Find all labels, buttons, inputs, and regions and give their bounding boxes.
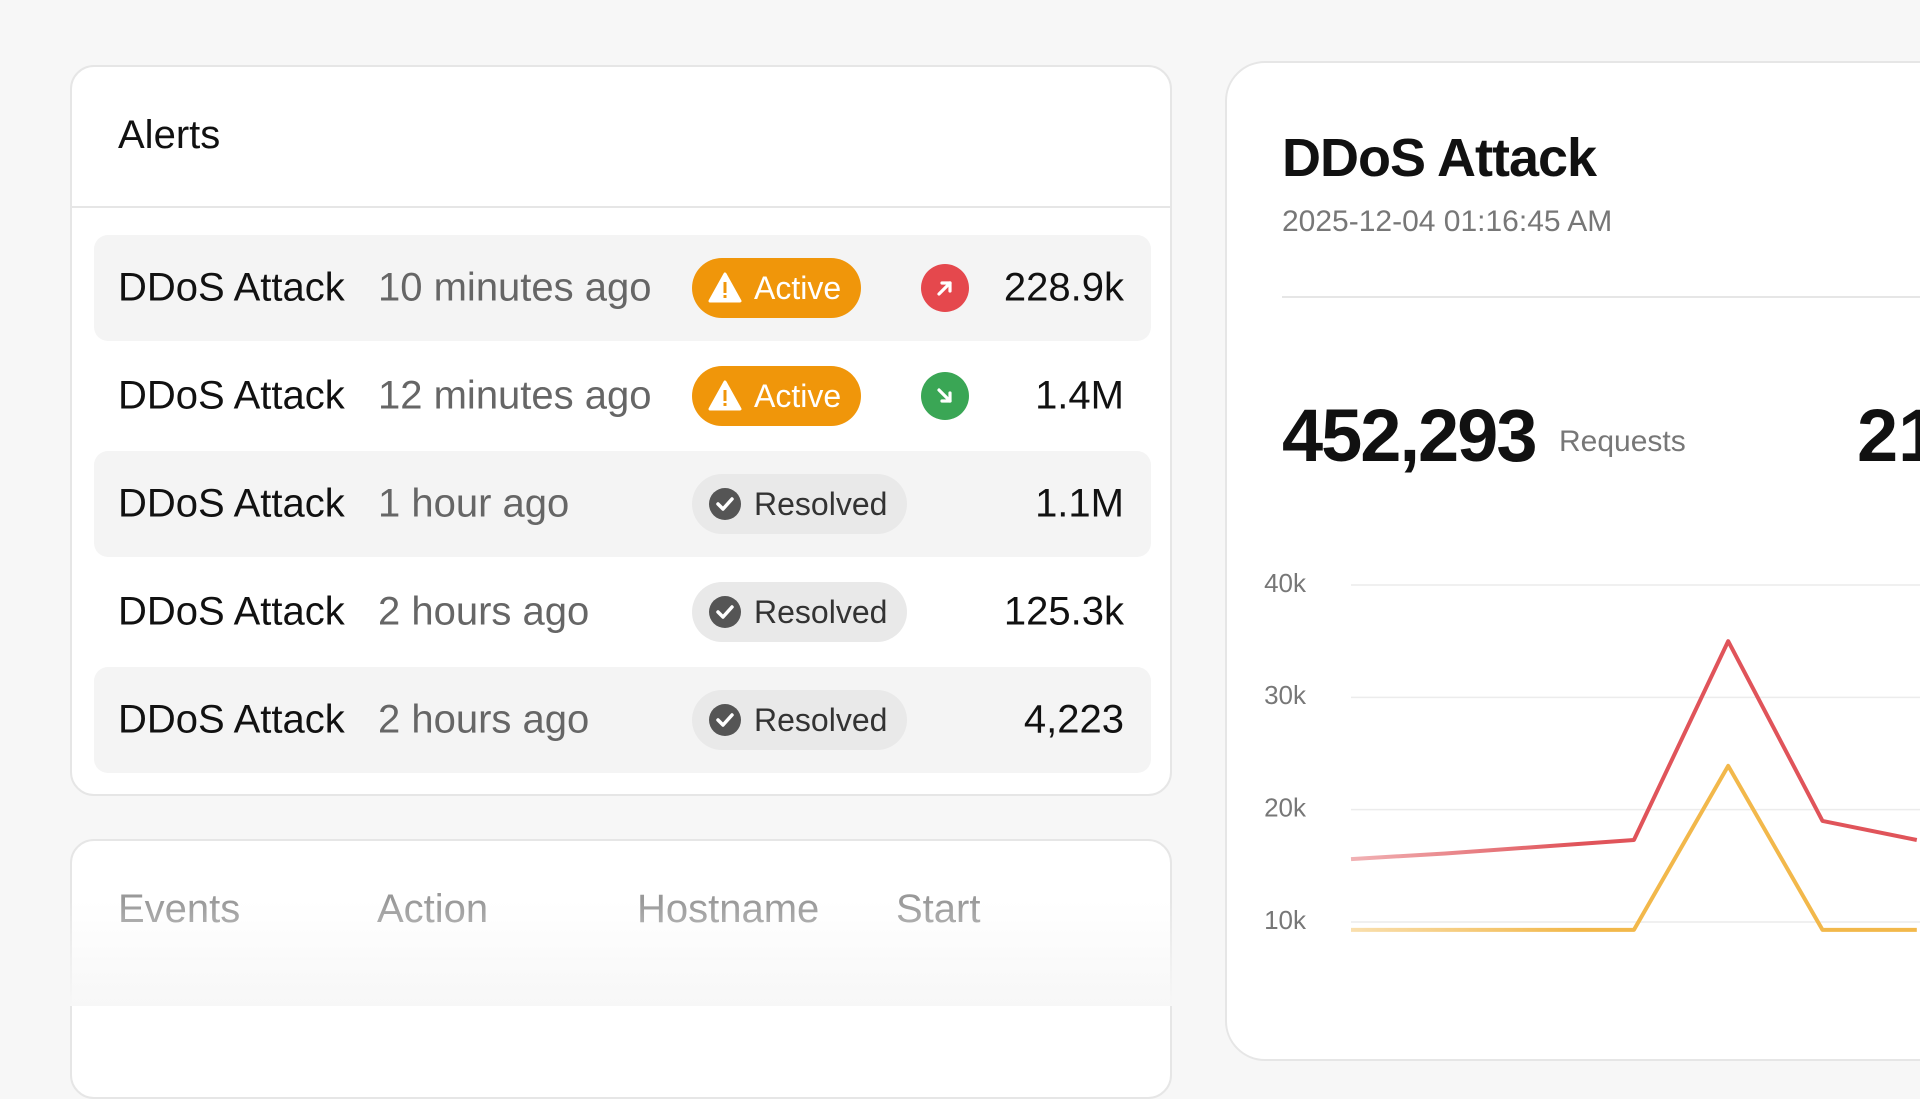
divider [72,206,1170,208]
detail-title: DDoS Attack [1282,128,1597,188]
alert-name: DDoS Attack [118,373,345,418]
alert-value: 1.4M [1035,373,1124,418]
status-badge: Active [692,366,862,426]
alerts-card: Alerts DDoS Attack 10 minutes ago Active 22… [70,65,1172,796]
alert-value: 4,223 [1023,697,1124,742]
metric: 452,293 [1282,394,1537,477]
check-icon [709,704,741,736]
trend-icon [921,264,969,312]
arrow [937,388,952,403]
check-icon [709,596,741,628]
alert-time: 2 hours ago [378,589,590,634]
fade [0,900,1200,1006]
page: {"alerts":{"title":"Alerts","rows":[ {"n… [0,61,1920,1099]
metric: 21 [1857,394,1920,477]
alert-value: 228.9k [1003,265,1124,310]
alert-row[interactable]: DDoS Attack 1 hour ago Resolved 1.1M [94,451,1151,557]
check-icon [709,488,741,520]
card-title: Alerts [118,113,221,157]
alert-row[interactable]: DDoS Attack 10 minutes ago Active 228.9k [94,235,1151,341]
status-text: Active [754,269,842,306]
status-badge: Active [692,258,862,318]
arrow [937,281,952,296]
alert-name: DDoS Attack [118,697,345,742]
alert-time: 1 hour ago [378,481,570,526]
trend-icon [921,372,969,420]
status-text: Resolved [754,593,888,630]
alert-time: 10 minutes ago [378,265,652,310]
metric-label: Requests [1559,425,1686,458]
alert-name: DDoS Attack [118,265,345,310]
alert-time: 2 hours ago [378,697,590,742]
status-badge: Resolved [692,582,908,642]
alert-time: 12 minutes ago [378,373,652,418]
warning-icon [708,272,742,303]
status-badge: Resolved [692,474,908,534]
timestamp: 2025-12-04 01:16:45 AM [1282,205,1613,238]
alert-row[interactable]: DDoS Attack 12 minutes ago Active 1.4M [94,343,1151,449]
status-badge: Resolved [692,690,908,750]
alert-value: 125.3k [1003,589,1124,634]
alert-row[interactable]: DDoS Attack 2 hours ago Resolved 4,223 [94,667,1151,773]
alert-name: DDoS Attack [118,589,345,634]
detail-card: DDoS Attack 2025-12-04 01:16:45 AM 452,2… [1225,61,1920,1061]
alert-value: 1.1M [1035,481,1124,526]
status-text: Resolved [754,701,888,738]
alert-name: DDoS Attack [118,481,345,526]
status-text: Active [754,377,842,414]
warning-icon [708,380,742,411]
status-text: Resolved [754,485,888,522]
alert-row[interactable]: DDoS Attack 2 hours ago Resolved 125.3k [94,559,1151,665]
divider [1282,296,1920,298]
